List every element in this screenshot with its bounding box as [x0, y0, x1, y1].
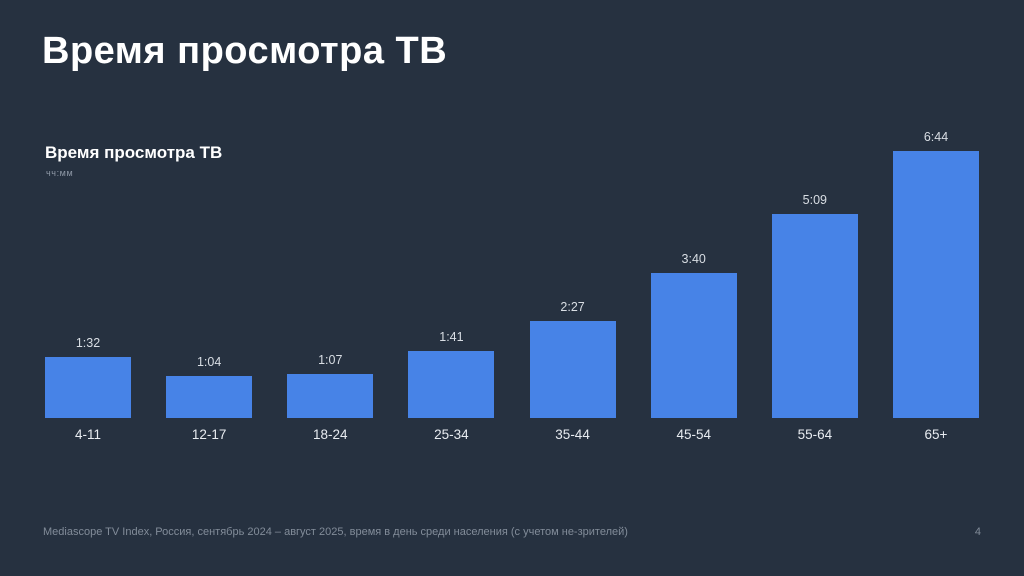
bar — [45, 357, 131, 418]
bar-column: 1:04 — [166, 355, 253, 418]
bar-column: 1:07 — [287, 353, 374, 418]
bar-value-label: 1:07 — [318, 353, 343, 367]
bar — [166, 376, 253, 418]
chart-units-label: чч:мм — [46, 168, 74, 178]
category-label: 65+ — [924, 427, 948, 442]
page-number: 4 — [974, 526, 981, 538]
bar-column: 2:27 — [529, 300, 616, 418]
bar-column: 1:32 — [45, 336, 131, 418]
bar — [408, 351, 495, 418]
bar-value-label: 3:40 — [681, 252, 706, 266]
bar-value-label: 6:44 — [923, 130, 949, 144]
slide-title: Время просмотра ТВ — [42, 30, 448, 72]
bar-chart-plot: 1:32 1:04 1:07 1:41 2:27 3:40 5:09 6:44 — [45, 130, 979, 418]
bar-value-label: 2:27 — [560, 300, 585, 314]
bar — [650, 273, 737, 418]
category-axis: 4-11 12-17 18-24 25-34 35-44 45-54 55-64 65+ — [45, 427, 979, 442]
bar — [287, 374, 374, 418]
category-label: 18-24 — [313, 427, 348, 442]
bar-value-label: 1:32 — [75, 336, 101, 350]
bar-column: 1:41 — [408, 330, 495, 418]
bar — [529, 321, 616, 418]
category-label: 12-17 — [191, 427, 227, 442]
chart-title: Время просмотра ТВ — [45, 143, 223, 162]
category-label: 45-54 — [676, 427, 711, 442]
bar — [771, 214, 858, 418]
bar-column: 6:44 — [892, 130, 979, 418]
slide-footer: Mediascope TV Index, Россия, сентябрь 20… — [43, 526, 981, 538]
category-label: 25-34 — [434, 427, 469, 442]
category-label: 4-11 — [74, 427, 102, 442]
bar — [892, 151, 979, 418]
bar-column: 3:40 — [650, 252, 737, 418]
category-label: 55-64 — [797, 427, 833, 442]
bar-value-label: 5:09 — [802, 193, 828, 207]
source-note: Mediascope TV Index, Россия, сентябрь 20… — [43, 526, 628, 538]
category-label: 35-44 — [555, 427, 590, 442]
bar-value-label: 1:41 — [439, 330, 464, 344]
bar-column: 5:09 — [771, 193, 858, 418]
bar-value-label: 1:04 — [196, 355, 222, 369]
